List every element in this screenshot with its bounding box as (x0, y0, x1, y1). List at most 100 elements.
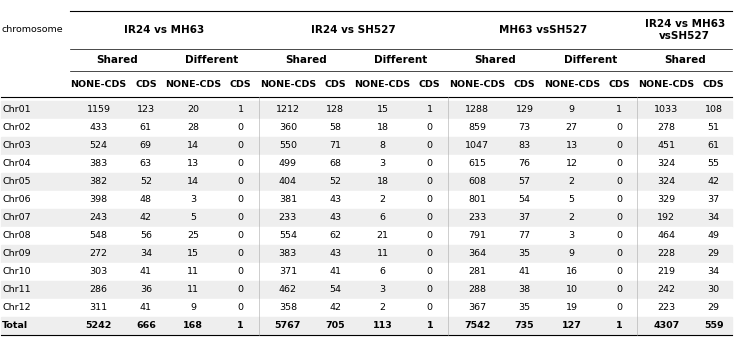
Text: 233: 233 (468, 213, 486, 222)
Text: 462: 462 (279, 285, 297, 294)
Text: Shared: Shared (664, 55, 706, 65)
Text: 21: 21 (377, 231, 389, 240)
Text: 360: 360 (279, 123, 297, 132)
Text: Chr07: Chr07 (2, 213, 31, 222)
Text: Chr12: Chr12 (2, 303, 31, 312)
Text: 0: 0 (238, 213, 244, 222)
Text: 3: 3 (569, 231, 575, 240)
Text: CDS: CDS (514, 80, 535, 89)
Text: 1033: 1033 (654, 105, 679, 114)
Text: 20: 20 (187, 105, 199, 114)
Text: 0: 0 (427, 285, 433, 294)
Bar (1, 299, 732, 317)
Text: 0: 0 (616, 267, 622, 276)
Text: 15: 15 (187, 249, 199, 258)
Text: 5242: 5242 (85, 321, 112, 330)
Text: 381: 381 (279, 195, 297, 204)
Text: Different: Different (374, 55, 428, 65)
Text: 404: 404 (279, 177, 297, 186)
Text: Shared: Shared (286, 55, 327, 65)
Text: chromosome: chromosome (1, 26, 63, 35)
Text: 0: 0 (616, 285, 622, 294)
Text: CDS: CDS (703, 80, 724, 89)
Bar (1, 101, 732, 119)
Bar (1, 209, 732, 227)
Text: 14: 14 (187, 177, 199, 186)
Text: 303: 303 (90, 267, 107, 276)
Text: Chr11: Chr11 (2, 285, 31, 294)
Text: 0: 0 (427, 231, 433, 240)
Text: 0: 0 (238, 249, 244, 258)
Text: 11: 11 (377, 249, 389, 258)
Text: Different: Different (564, 55, 617, 65)
Text: IR24 vs MH63: IR24 vs MH63 (124, 25, 205, 35)
Text: 0: 0 (616, 213, 622, 222)
Text: 76: 76 (518, 159, 531, 168)
Bar (1, 317, 732, 335)
Text: 0: 0 (616, 123, 622, 132)
Text: 42: 42 (708, 177, 720, 186)
Text: 242: 242 (657, 285, 676, 294)
Text: 0: 0 (238, 177, 244, 186)
Text: 433: 433 (90, 123, 107, 132)
Text: 18: 18 (377, 177, 389, 186)
Text: NONE-CDS: NONE-CDS (355, 80, 411, 89)
Text: 192: 192 (657, 213, 676, 222)
Text: 11: 11 (187, 267, 199, 276)
Bar (1, 227, 732, 245)
Text: Chr09: Chr09 (2, 249, 31, 258)
Text: 383: 383 (90, 159, 107, 168)
Text: Total: Total (2, 321, 28, 330)
Text: 5: 5 (569, 195, 575, 204)
Text: 42: 42 (329, 303, 342, 312)
Text: 0: 0 (238, 123, 244, 132)
Text: 77: 77 (518, 231, 531, 240)
Text: 451: 451 (657, 141, 676, 150)
Text: 34: 34 (707, 213, 720, 222)
Text: NONE-CDS: NONE-CDS (71, 80, 127, 89)
Text: NONE-CDS: NONE-CDS (544, 80, 600, 89)
Text: 0: 0 (616, 195, 622, 204)
Text: 0: 0 (616, 231, 622, 240)
Text: 127: 127 (562, 321, 581, 330)
Text: 68: 68 (329, 159, 342, 168)
Text: 0: 0 (427, 141, 433, 150)
Text: 3: 3 (190, 195, 197, 204)
Text: 25: 25 (187, 231, 199, 240)
Text: 73: 73 (518, 123, 531, 132)
Text: 9: 9 (569, 249, 575, 258)
Text: 0: 0 (427, 213, 433, 222)
Text: 18: 18 (377, 123, 389, 132)
Text: 666: 666 (136, 321, 156, 330)
Text: 1: 1 (616, 105, 622, 114)
Text: 48: 48 (140, 195, 152, 204)
Text: 27: 27 (566, 123, 578, 132)
Text: 4307: 4307 (654, 321, 679, 330)
Text: Shared: Shared (96, 55, 138, 65)
Text: 859: 859 (468, 123, 486, 132)
Text: 10: 10 (566, 285, 578, 294)
Text: CDS: CDS (325, 80, 346, 89)
Text: 272: 272 (90, 249, 107, 258)
Text: 34: 34 (707, 267, 720, 276)
Text: 123: 123 (137, 105, 155, 114)
Text: 2: 2 (380, 195, 386, 204)
Text: Shared: Shared (475, 55, 517, 65)
Text: 281: 281 (468, 267, 486, 276)
Text: 56: 56 (140, 231, 152, 240)
Text: 554: 554 (279, 231, 297, 240)
Text: 0: 0 (238, 159, 244, 168)
Text: 233: 233 (279, 213, 297, 222)
Text: 0: 0 (427, 303, 433, 312)
Text: 0: 0 (238, 195, 244, 204)
Text: 129: 129 (515, 105, 534, 114)
Text: 6: 6 (380, 267, 386, 276)
Text: 1047: 1047 (465, 141, 489, 150)
Text: 0: 0 (616, 159, 622, 168)
Text: 464: 464 (657, 231, 676, 240)
Text: Chr10: Chr10 (2, 267, 31, 276)
Text: 0: 0 (616, 303, 622, 312)
Bar (1, 281, 732, 299)
Text: 35: 35 (518, 249, 531, 258)
Text: NONE-CDS: NONE-CDS (449, 80, 505, 89)
